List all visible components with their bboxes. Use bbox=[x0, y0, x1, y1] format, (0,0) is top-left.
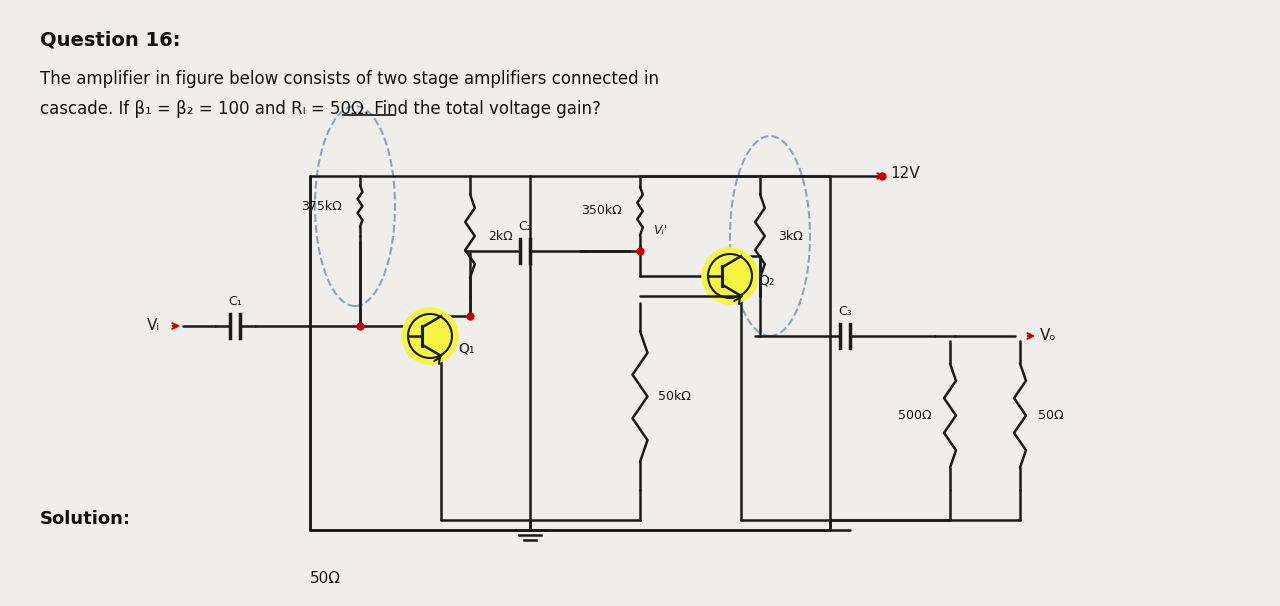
Text: 375kΩ: 375kΩ bbox=[301, 199, 342, 213]
Text: C₃: C₃ bbox=[838, 305, 852, 318]
Circle shape bbox=[701, 248, 758, 304]
Text: 350kΩ: 350kΩ bbox=[581, 204, 622, 218]
Text: 50kΩ: 50kΩ bbox=[658, 390, 691, 403]
Circle shape bbox=[402, 308, 458, 364]
Text: Vᵢ': Vᵢ' bbox=[653, 224, 667, 238]
Text: 50Ω: 50Ω bbox=[310, 571, 340, 586]
Text: C₂: C₂ bbox=[518, 220, 532, 233]
Text: 3kΩ: 3kΩ bbox=[778, 230, 803, 242]
Text: Vᵢ: Vᵢ bbox=[147, 319, 160, 333]
Text: The amplifier in figure below consists of two stage amplifiers connected in: The amplifier in figure below consists o… bbox=[40, 70, 659, 88]
Text: 500Ω: 500Ω bbox=[899, 409, 932, 422]
Text: Solution:: Solution: bbox=[40, 510, 131, 528]
Text: cascade. If β₁ = β₂ = 100 and Rₗ = 50Ω. Find the total voltage gain?: cascade. If β₁ = β₂ = 100 and Rₗ = 50Ω. … bbox=[40, 100, 600, 118]
Text: 50Ω: 50Ω bbox=[1038, 409, 1064, 422]
Text: 2kΩ: 2kΩ bbox=[488, 230, 513, 242]
Text: C₁: C₁ bbox=[228, 295, 242, 308]
Text: 12V: 12V bbox=[890, 167, 919, 182]
Text: Q₂: Q₂ bbox=[758, 274, 774, 288]
Text: Q₁: Q₁ bbox=[458, 341, 475, 355]
Text: Question 16:: Question 16: bbox=[40, 30, 180, 49]
Text: Vₒ: Vₒ bbox=[1039, 328, 1056, 344]
